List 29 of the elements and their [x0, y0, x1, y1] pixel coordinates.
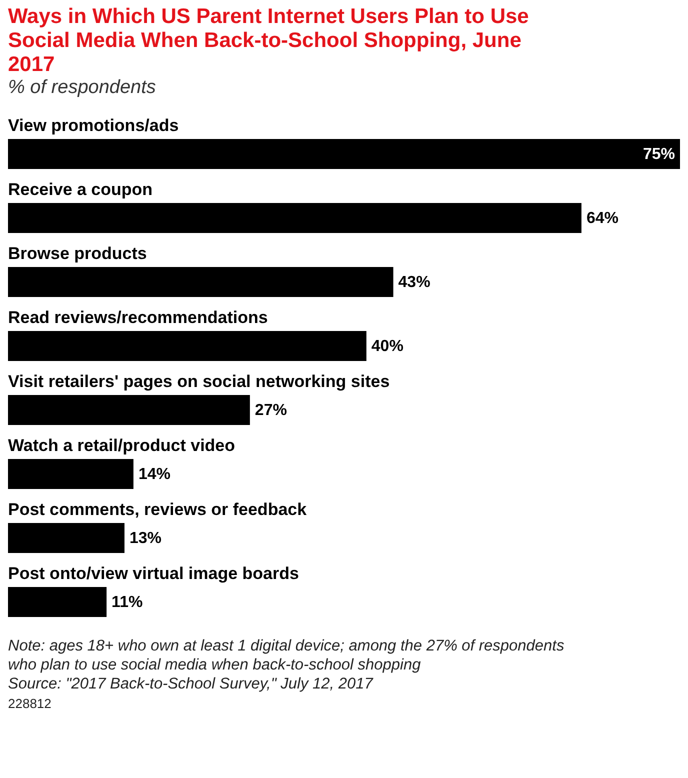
text: 228812 [8, 696, 52, 711]
source-note: Source: "2017 Back-to-School Survey," July 12, 2017 [8, 676, 374, 692]
text: Note: ages 18+ who own at least 1 digital device; among the 27% of respondents who plan to use social media when back-to-school shopping [8, 638, 564, 674]
y-tick-label: View promotions/ads [8, 116, 179, 135]
data-label: 14% [138, 466, 170, 483]
data-label: 40% [371, 338, 404, 355]
bar [8, 459, 134, 489]
data-label: 43% [398, 274, 430, 291]
data-label: 13% [129, 530, 162, 547]
bar [8, 331, 366, 361]
bar [8, 523, 124, 553]
y-tick-label: Receive a coupon [8, 180, 153, 199]
data-label: 11% [112, 594, 143, 611]
bar [8, 267, 394, 297]
bar [8, 139, 680, 169]
chart-title: Ways in Which US Parent Internet Users Plan to Use Social Media When Back-to-School Shopping, June 2017 [8, 5, 529, 76]
bar [8, 395, 250, 425]
chart-subtitle: % of respondents [8, 77, 156, 98]
bar [8, 203, 582, 233]
data-label: 27% [254, 402, 287, 419]
y-tick-label: Post onto/view virtual image boards [8, 564, 299, 583]
y-tick-label: Post comments, reviews or feedback [8, 500, 308, 519]
y-tick-label: Watch a retail/product video [8, 436, 236, 455]
y-tick-label: Visit retailers' pages on social networking sites [8, 372, 390, 391]
y-tick-label: Browse products [8, 244, 147, 263]
data-label: 64% [586, 210, 618, 227]
y-tick-label: Read reviews/recommendations [8, 308, 268, 327]
data-label: 75% [642, 146, 675, 163]
bar [8, 587, 107, 617]
